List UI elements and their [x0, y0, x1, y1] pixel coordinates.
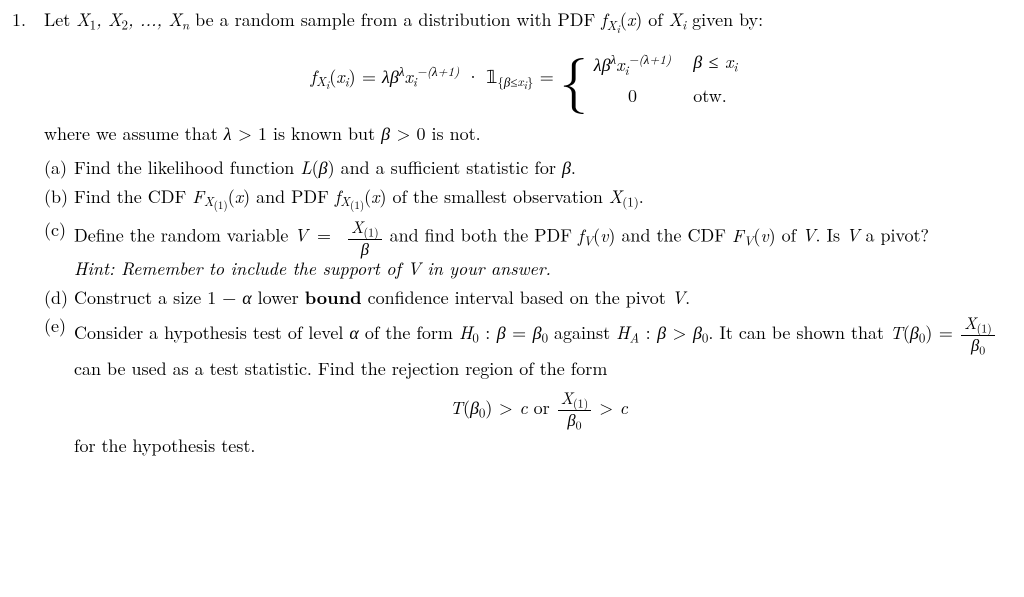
part-d: (d) Construct a size 1 − α lower bound c…	[44, 286, 1004, 310]
case1-cond: β ≤ xi	[693, 50, 737, 78]
e-disp-tail: > c	[599, 395, 628, 420]
brace-icon: {	[560, 50, 588, 106]
b-t4: .	[639, 184, 644, 209]
assume-lambda: λ > 1	[224, 121, 267, 146]
a-t1: Find the likelihood function	[74, 155, 300, 180]
intro-xi: Xi	[669, 7, 686, 32]
c-t4: of	[782, 223, 803, 248]
problem-number: 1.	[12, 8, 44, 462]
c-frac: X(1) β	[348, 218, 382, 257]
intro-post: given by:	[692, 7, 763, 32]
part-c: (c) Define the random variable V = X(1) …	[44, 218, 1004, 282]
e-H0: H0 : β = β0	[459, 320, 548, 345]
e-disp-lhs: T(β0) > c	[450, 395, 528, 420]
part-a-text: Find the likelihood function L(β) and a …	[74, 156, 1004, 180]
e-t4: . It can be shown that	[708, 320, 890, 345]
part-a-label: (a)	[44, 156, 74, 180]
part-c-label: (c)	[44, 218, 74, 282]
d-t1: Construct a size	[74, 285, 207, 310]
c-hint: Hint: Remember to include the support of…	[74, 256, 551, 281]
c-t2: and find both the PDF	[390, 223, 578, 248]
part-d-label: (d)	[44, 286, 74, 310]
eqn-lhs: fXi(xi) = λβλxi−(λ+1) · 𝟙{β≤xi} =	[311, 64, 560, 89]
c-fv: fV(v)	[578, 223, 615, 248]
e-alpha: α	[349, 320, 358, 345]
e-t1: Consider a hypothesis test of level	[74, 320, 349, 345]
intro-pre: Let	[44, 7, 76, 32]
c-Veq: V =	[294, 223, 340, 248]
b-t1: Find the CDF	[74, 184, 192, 209]
intro-of: of	[648, 7, 669, 32]
e-frac: X(1) β0	[961, 314, 995, 357]
c-t1: Define the random variable	[74, 223, 294, 248]
part-b: (b) Find the CDF FX(1)(x) and PDF fX(1)(…	[44, 185, 1004, 215]
parts-list: (a) Find the likelihood function L(β) an…	[44, 156, 1004, 458]
part-b-label: (b)	[44, 185, 74, 215]
part-e-text: Consider a hypothesis test of level α of…	[74, 314, 1004, 458]
case1-expr: λβλxi−(λ+1)	[594, 50, 671, 78]
part-b-text: Find the CDF FX(1)(x) and PDF fX(1)(x) o…	[74, 185, 1004, 215]
d-t4: .	[685, 285, 690, 310]
a-beta: β	[562, 155, 571, 180]
part-e-label: (e)	[44, 314, 74, 458]
b-t2: and PDF	[256, 184, 335, 209]
part-c-text: Define the random variable V = X(1) β an…	[74, 218, 1004, 282]
e-HA: HA : β > β0	[616, 320, 708, 345]
problem-1: 1. Let X1, X2, ..., Xn be a random sampl…	[12, 8, 1004, 462]
e-t5: can be used as a test statistic. Find th…	[74, 356, 607, 381]
assume-pre: where we assume that	[44, 121, 224, 146]
c-V2: V	[846, 223, 859, 248]
assume-beta: β > 0	[381, 121, 425, 146]
c-t6: a pivot?	[866, 223, 930, 248]
c-Fv: FV(v)	[732, 223, 776, 248]
intro-pdf-sym: fXi(x)	[601, 7, 642, 32]
c-frac-den: β	[348, 240, 382, 257]
b-F: FX(1)(x)	[192, 184, 250, 209]
c-V: V	[802, 223, 815, 248]
d-V: V	[672, 285, 685, 310]
a-t2: and a sufficient statistic for	[341, 155, 562, 180]
part-a: (a) Find the likelihood function L(β) an…	[44, 156, 1004, 180]
b-t3: of the smallest observation	[393, 184, 609, 209]
case2-cond: otw.	[693, 84, 737, 108]
assumption-line: where we assume that λ > 1 is known but …	[44, 122, 1004, 146]
pdf-equation: fXi(xi) = λβλxi−(λ+1) · 𝟙{β≤xi} = { λβλx…	[44, 50, 1004, 109]
eqn-cases: { λβλxi−(λ+1) β ≤ xi 0 otw.	[560, 50, 738, 109]
c-t3: and the CDF	[621, 223, 732, 248]
e-t2: of the form	[365, 320, 459, 345]
part-d-text: Construct a size 1 − α lower bound confi…	[74, 286, 1004, 310]
intro-vars: X1, X2, ..., Xn	[76, 7, 189, 32]
intro-mid: be a random sample from a distribution w…	[195, 7, 601, 32]
b-X1: X(1)	[609, 184, 639, 209]
e-t6: for the hypothesis test.	[74, 433, 255, 458]
problem-body: Let X1, X2, ..., Xn be a random sample f…	[44, 8, 1004, 462]
d-size: 1 − α	[207, 285, 251, 310]
problem-intro: Let X1, X2, ..., Xn be a random sample f…	[44, 8, 1004, 38]
a-Lb: L(β)	[300, 155, 334, 180]
d-bold: bound	[305, 285, 362, 310]
e-display: T(β0) > c or X(1) β0 > c	[74, 389, 1004, 432]
e-t3: against	[554, 320, 616, 345]
e-Tb: T(β0) =	[890, 320, 959, 345]
case2-expr: 0	[594, 84, 671, 108]
assume-post: is not.	[431, 121, 480, 146]
a-t3: .	[571, 155, 576, 180]
b-f: fX(1)(x)	[335, 184, 387, 209]
c-t5: . Is	[816, 223, 847, 248]
assume-mid: is known but	[273, 121, 381, 146]
d-t3: confidence interval based on the pivot	[362, 285, 672, 310]
part-e: (e) Consider a hypothesis test of level …	[44, 314, 1004, 458]
d-t2: lower	[258, 285, 305, 310]
e-disp-frac: X(1) β0	[558, 389, 592, 432]
e-disp-or: or	[534, 395, 556, 420]
